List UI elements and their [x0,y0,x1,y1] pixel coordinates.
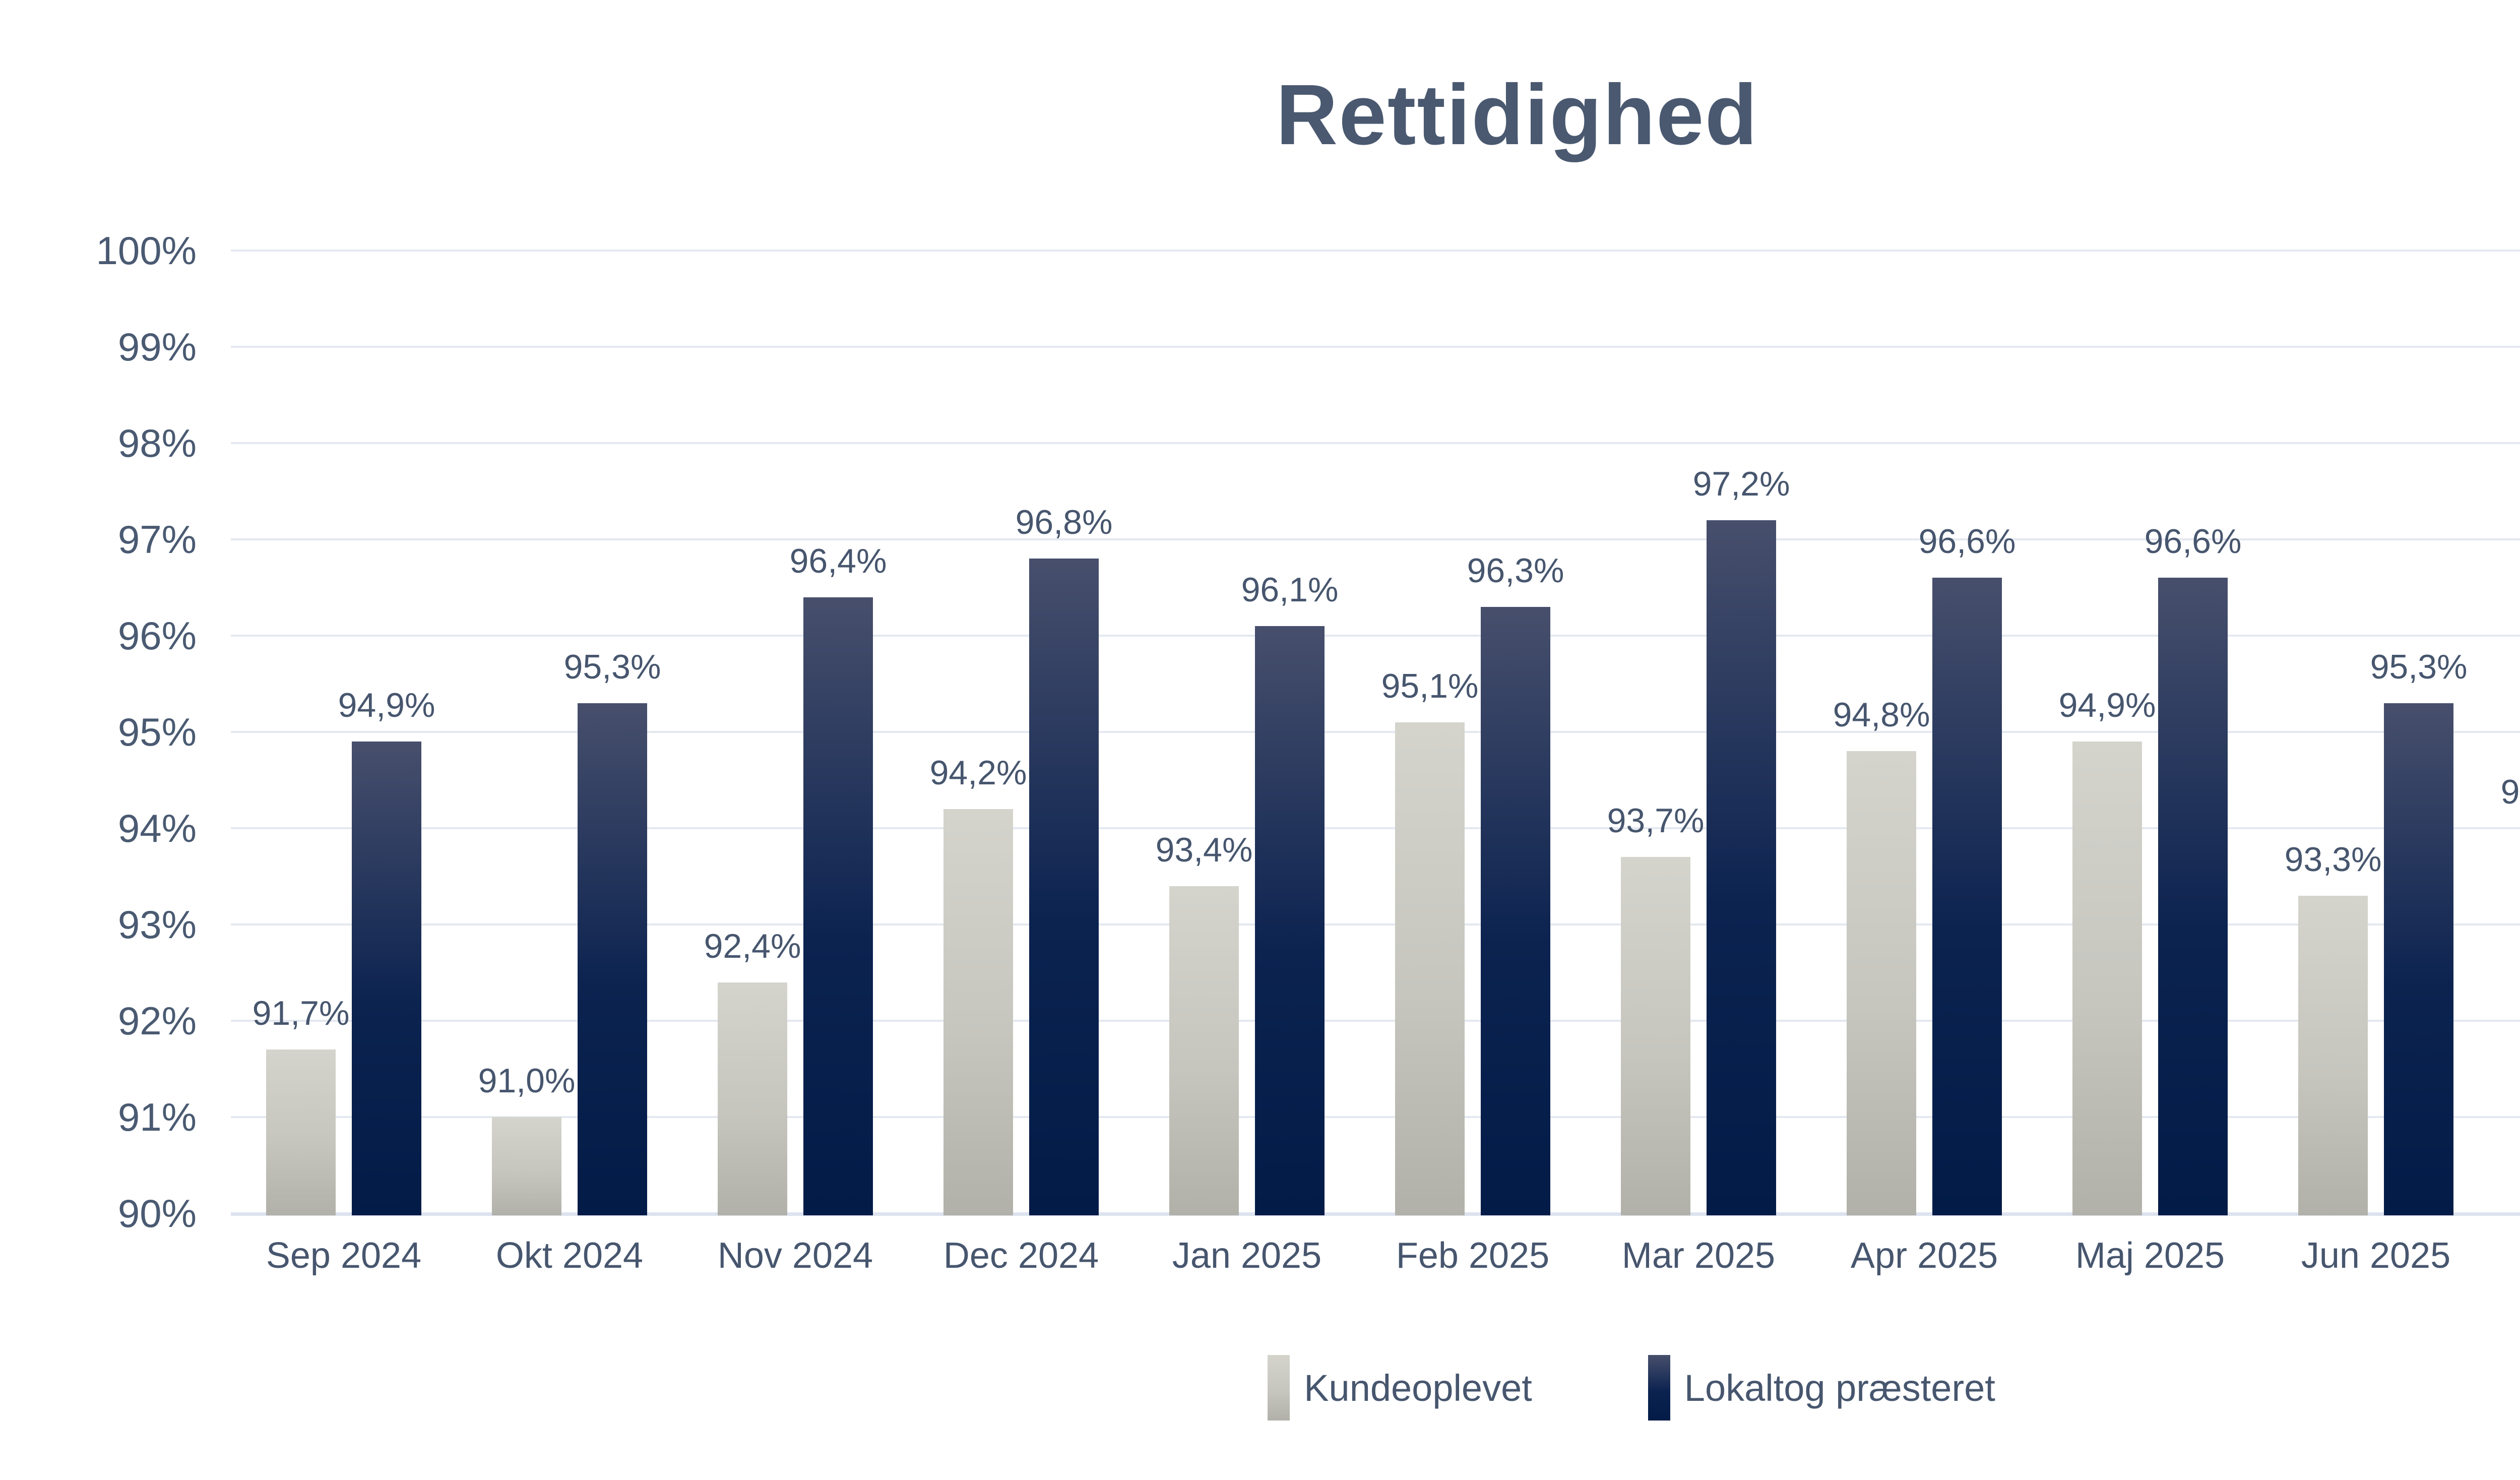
gridline [231,827,2520,829]
chart-title: Rettidighed [1276,67,1758,163]
bar-lokaltog-praesteret [1029,559,1099,1215]
value-label: 96,6% [2144,522,2242,561]
value-label: 95,3% [2370,647,2468,686]
y-tick-label: 94% [117,806,197,850]
bar-kundeoplevet [1395,722,1465,1215]
value-label: 94,9% [2058,686,2156,725]
gridline [231,923,2520,926]
x-axis-label: Sep 2024 [266,1236,422,1276]
bar-kundeoplevet [718,982,787,1215]
x-axis-label: Mar 2025 [1621,1236,1776,1276]
value-label: 94,00% [2500,773,2520,811]
legend-item-lokaltog-praesteret: Lokaltog præsteret [1648,1355,1995,1421]
x-axis-label: Apr 2025 [1850,1236,1998,1276]
bar-lokaltog-praesteret [803,597,873,1215]
value-label: 96,6% [1918,522,2016,561]
bar-kundeoplevet [2072,742,2142,1215]
bar-kundeoplevet [492,1117,561,1215]
gridline [231,346,2520,348]
bar-lokaltog-praesteret [1255,626,1325,1215]
x-axis-label: Feb 2025 [1396,1236,1550,1276]
legend-item-kundeoplevet: Kundeoplevet [1268,1355,1532,1421]
gridline [231,1020,2520,1022]
x-axis-label: Maj 2025 [2075,1236,2225,1276]
gridline [231,1116,2520,1118]
bar-kundeoplevet [2298,895,2368,1215]
value-label: 91,0% [478,1062,576,1100]
legend-label-lokaltog-praesteret: Lokaltog præsteret [1684,1367,1995,1409]
gridline [231,1212,2520,1216]
bar-lokaltog-praesteret [2384,703,2453,1215]
y-tick-label: 97% [117,517,197,562]
bar-kundeoplevet [1169,886,1239,1215]
value-label: 95,1% [1381,666,1479,705]
x-axis-label: Jul 2025 [2486,1234,2520,1277]
y-tick-label: 91% [117,1095,197,1139]
y-tick-label: 90% [117,1191,197,1236]
value-label: 96,1% [1241,570,1339,609]
gridline [231,538,2520,540]
bar-kundeoplevet [266,1050,336,1215]
value-label: 94,8% [1833,696,1930,734]
bar-lokaltog-praesteret [1481,606,1550,1215]
value-label: 93,4% [1155,830,1253,869]
y-tick-label: 98% [117,421,197,465]
bar-kundeoplevet [1847,751,1916,1215]
y-tick-label: 99% [117,325,197,369]
gridline [231,731,2520,733]
x-axis-label: Dec 2024 [943,1236,1099,1276]
value-label: 96,3% [1467,551,1564,590]
x-axis-label: Okt 2024 [495,1236,644,1276]
y-tick-label: 92% [117,999,197,1043]
legend: Kundeoplevet Lokaltog præsteret [0,1355,2520,1421]
value-label: 96,8% [1015,503,1113,542]
lokaltog-praesteret-swatch-icon [1648,1355,1670,1421]
bar-lokaltog-praesteret [1932,578,2002,1215]
bar-lokaltog-praesteret [352,742,421,1215]
value-label: 91,7% [252,994,350,1033]
bar-lokaltog-praesteret [2158,578,2228,1215]
gridline [231,250,2520,252]
y-tick-label: 95% [117,710,197,754]
value-label: 93,7% [1607,801,1705,840]
x-axis-label: Jan 2025 [1172,1236,1322,1276]
y-tick-label: 93% [117,902,197,947]
legend-label-kundeoplevet: Kundeoplevet [1304,1367,1532,1409]
value-label: 94,2% [929,753,1027,792]
value-label: 92,4% [704,927,801,965]
gridline [231,442,2520,444]
value-label: 94,9% [338,686,435,725]
x-axis-label: Jun 2025 [2301,1236,2451,1276]
y-tick-label: 100% [96,228,197,273]
value-label: 93,3% [2284,840,2382,879]
bar-lokaltog-praesteret [578,703,647,1215]
y-tick-label: 96% [117,613,197,658]
bar-lokaltog-praesteret [1707,520,1776,1215]
kundeoplevet-swatch-icon [1268,1355,1290,1421]
bar-kundeoplevet [943,809,1013,1215]
gridline [231,635,2520,637]
x-axis-label: Nov 2024 [717,1236,873,1276]
value-label: 96,4% [789,541,887,580]
value-label: 95,3% [563,647,661,686]
value-label: 97,2% [1692,464,1790,503]
bar-kundeoplevet [1621,857,1690,1215]
